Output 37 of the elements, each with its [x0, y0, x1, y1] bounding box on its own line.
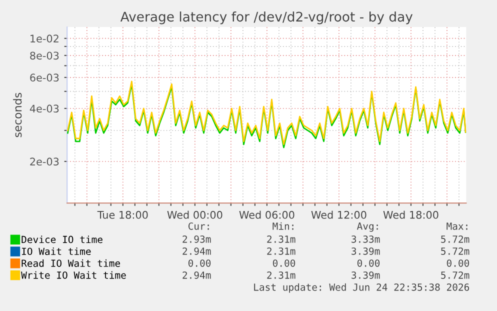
text: 0.00: [357, 259, 380, 267]
legend-label: IO Wait time: [22, 248, 91, 256]
text: 2.31m: [267, 235, 296, 243]
text: Avg:: [356, 222, 378, 232]
text: 2.94m: [182, 247, 211, 255]
text: 0.00: [272, 259, 296, 267]
text: 5.72m: [441, 235, 470, 243]
legend-label: Write IO Wait time: [21, 271, 126, 279]
text: 0.00: [446, 259, 470, 267]
text: 2.31m: [267, 271, 296, 279]
x-tick-label: Wed 12:00: [311, 210, 366, 219]
text: Cur:: [188, 222, 209, 230]
text: 3.33m: [352, 235, 380, 243]
y-tick-label: 4e-03: [30, 104, 59, 113]
x-tick-label: Tue 18:00: [97, 210, 148, 219]
text: Max:: [446, 222, 468, 230]
y-tick-label: 1e-02: [30, 34, 58, 43]
text: 0.00: [188, 259, 211, 267]
text: 2.93m: [182, 235, 211, 243]
y-tick-label: 2e-03: [30, 158, 59, 166]
y-axis-title: seconds: [13, 92, 22, 138]
x-tick-label: Wed 18:00: [383, 210, 438, 219]
y-tick-label: 6e-03: [30, 74, 59, 82]
y-tick-label: 8e-03: [30, 52, 59, 60]
text: Last update: Wed Jun 24 22:35:38 2026: [254, 283, 470, 293]
text: 5.72m: [441, 247, 470, 255]
text: Min:: [272, 222, 294, 230]
text: 2.31m: [267, 247, 296, 255]
x-tick-label: Wed 06:00: [239, 210, 294, 219]
text: 3.39m: [352, 247, 380, 255]
text: 2.94m: [182, 271, 211, 279]
legend-label: Read IO Wait time: [22, 259, 120, 267]
text: 5.72m: [441, 271, 470, 279]
text: 3.39m: [352, 271, 380, 279]
chart-title: Average latency for /dev/d2-vg/root - by day: [120, 11, 413, 24]
legend-label: Device IO time: [22, 236, 102, 244]
x-tick-label: Wed 00:00: [167, 210, 222, 219]
